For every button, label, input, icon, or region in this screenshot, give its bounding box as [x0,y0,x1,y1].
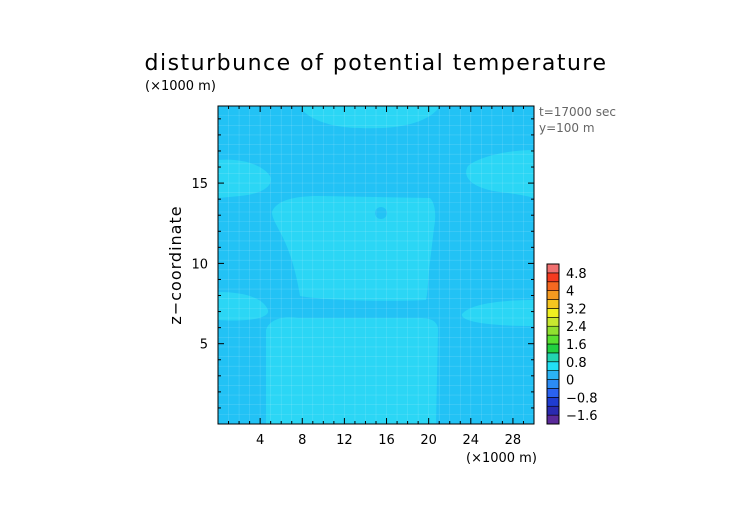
colorbar-swatch [546,414,560,425]
colorbar-label: 0 [566,374,574,389]
colorbar-swatch [546,334,560,345]
colorbar-label: 3.2 [566,302,587,317]
chart-title: disturbunce of potential temperature [145,51,608,76]
colorbar-swatch [546,379,560,389]
colorbar-swatch [546,388,560,398]
colorbar-swatch [546,397,560,407]
field-region-middle [272,196,436,301]
colorbar-label: 2.4 [566,320,587,335]
field-region-upper-left [218,159,271,198]
field-region-lower [266,317,438,424]
x-unit-label: (×1000 m) [466,451,537,466]
x-tick-label: 4 [256,433,264,448]
colorbar-label: −1.6 [566,409,598,424]
field-region-right-band [461,300,534,326]
colorbar-swatch [546,361,560,371]
field-region-upper-right [466,150,534,198]
colorbar-frame [546,263,560,425]
y-unit-label: (×1000 m) [145,79,216,94]
plot-area [218,106,534,424]
colorbar-swatch [546,317,560,327]
colorbar: 4.8 4 3.2 2.4 1.6 0.8 0 −0.8 −1.6 [546,263,598,425]
grid-lines [218,106,534,424]
x-tick-label: 24 [463,433,480,448]
y-tick-label: 15 [191,177,208,192]
colorbar-swatch [546,290,560,300]
colorbar-swatch [546,263,560,274]
colorbar-swatch [546,281,560,291]
y-axis-label: z−coordinate [166,205,185,324]
y-position-annotation: y=100 m [539,121,595,135]
time-annotation: t=17000 sec [539,105,616,119]
colorbar-label: 0.8 [566,356,587,371]
x-tick-label: 20 [420,433,437,448]
field-region-top [300,106,440,129]
colorbar-label: 4.8 [566,267,587,282]
x-tick-label: 12 [336,433,353,448]
field-notch [375,207,387,219]
y-tick-label: 10 [191,257,208,272]
colorbar-label: 4 [566,285,574,300]
field-region-left-band [218,292,269,321]
y-axis: 5 10 15 [191,118,534,409]
colorbar-swatch [546,325,560,336]
x-tick-label: 28 [505,433,522,448]
colorbar-swatch [546,308,560,318]
x-axis: 4 8 12 16 20 24 28 [228,106,524,448]
x-tick-label: 8 [298,433,306,448]
x-tick-label: 16 [378,433,395,448]
colorbar-swatch [546,299,560,309]
colorbar-label: 1.6 [566,338,587,353]
colorbar-swatch [546,343,560,354]
colorbar-swatch [546,352,560,363]
colorbar-swatch [546,405,560,416]
colorbar-label: −0.8 [566,391,598,406]
colorbar-swatch [546,370,560,380]
colorbar-swatch [546,272,560,283]
y-tick-label: 5 [200,338,208,353]
